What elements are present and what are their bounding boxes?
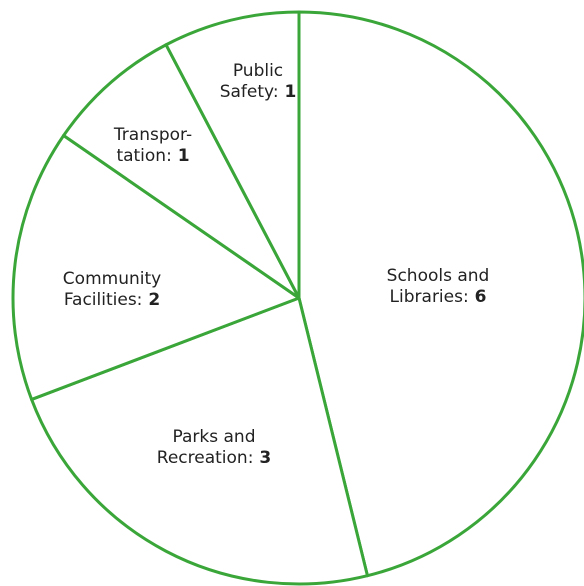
pie-slice-2 [11,134,301,401]
pie-labels: Schools and Libraries: 6 Parks and Recreati… [63,61,490,468]
pie-slice-label-line: Safety: [220,82,279,102]
pie-slice-value: 3 [253,448,271,468]
pie-slice-1 [30,296,369,586]
pie-slices [11,10,584,586]
pie-slice-label-2: Community Facilities: 2 [63,269,161,310]
pie-slice-label-0: Schools and Libraries: 6 [387,266,490,307]
pie-slice-value: 1 [279,82,297,102]
pie-slice-value: 2 [142,290,160,310]
pie-slice-label-3: Transpor-tation: 1 [113,125,192,166]
pie-slice-label-line: Schools and [387,266,490,286]
pie-slice-4 [164,10,301,300]
pie-slice-label-line: Transpor- [113,125,192,145]
pie-slice-label-line: Parks and [173,427,256,447]
pie-slice-value: 1 [172,146,190,166]
pie-slice-3 [62,43,301,300]
pie-slice-label-line: Facilities: [64,290,143,310]
pie-slice-label-line: Recreation: [157,448,254,468]
pie-slice-label-line: tation: [116,146,171,166]
pie-slice-value: 6 [469,287,487,307]
pie-slice-label-line: Libraries: [390,287,469,307]
pie-slice-label-line: Community [63,269,161,289]
pie-slice-label-1: Parks and Recreation: 3 [157,427,271,468]
pie-slice-0 [297,10,584,578]
pie-slice-label-4: Public Safety: 1 [220,61,297,102]
pie-slice-label-line: Public [233,61,283,81]
